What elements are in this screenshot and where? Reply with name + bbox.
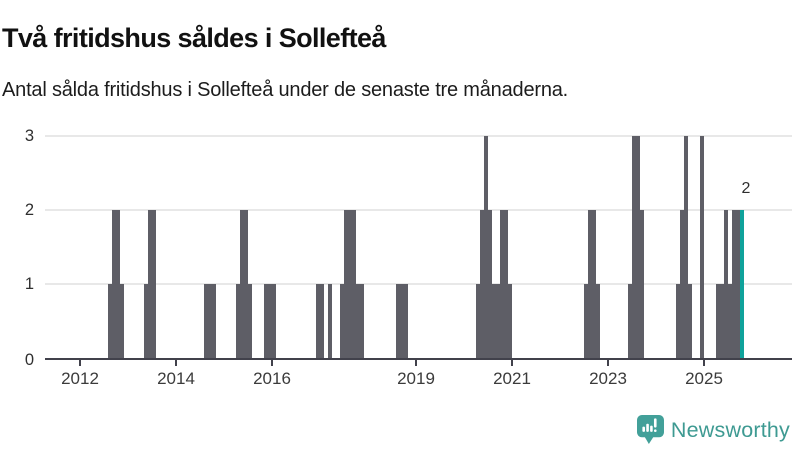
bar — [352, 210, 356, 358]
bar — [636, 136, 640, 358]
bar — [504, 210, 508, 358]
x-axis-label: 2025 — [685, 369, 723, 388]
bar — [320, 284, 324, 358]
y-axis-label: 3 — [24, 127, 34, 145]
y-axis-label: 2 — [24, 201, 34, 219]
bar — [640, 210, 644, 358]
bar — [480, 210, 484, 358]
bar — [240, 210, 244, 358]
chart-subtitle: Antal sålda fritidshus i Sollefteå under… — [2, 79, 569, 101]
newsworthy-logo[interactable]: Newsworthy — [636, 413, 790, 447]
bar — [680, 210, 684, 358]
bar — [488, 210, 492, 358]
bar — [684, 136, 688, 358]
bar — [400, 284, 404, 358]
newsworthy-wordmark: Newsworthy — [670, 417, 790, 442]
bar — [112, 210, 116, 358]
bar — [492, 284, 496, 358]
x-axis-tick — [607, 360, 609, 366]
gridline — [45, 135, 792, 137]
bar — [236, 284, 240, 358]
newsworthy-logo-icon — [636, 415, 664, 445]
x-axis-label: 2012 — [61, 369, 99, 388]
x-axis-tick — [271, 360, 273, 366]
bar — [700, 136, 704, 358]
bar — [584, 284, 588, 358]
bar — [676, 284, 680, 358]
bar — [484, 136, 488, 358]
bar — [500, 210, 504, 358]
bar — [344, 210, 348, 358]
bar — [716, 284, 720, 358]
latest-value-label: 2 — [741, 180, 751, 197]
x-axis-label: 2021 — [493, 369, 531, 388]
bar — [588, 210, 592, 358]
bar — [152, 210, 156, 358]
x-axis-label: 2023 — [589, 369, 627, 388]
x-axis-tick — [511, 360, 513, 366]
bar — [272, 284, 276, 358]
x-axis-tick — [79, 360, 81, 366]
bar — [476, 284, 480, 358]
bar — [728, 284, 732, 358]
bar — [340, 284, 344, 358]
bar — [360, 284, 364, 358]
gridline — [45, 209, 792, 211]
bar — [248, 284, 252, 358]
y-axis-label: 0 — [24, 351, 34, 369]
bar — [348, 210, 352, 358]
bar — [732, 210, 736, 358]
bar — [108, 284, 112, 358]
bar — [212, 284, 216, 358]
y-axis-label: 1 — [24, 275, 34, 293]
bar — [404, 284, 408, 358]
x-axis-line — [45, 358, 792, 360]
x-axis-label: 2014 — [157, 369, 195, 388]
bar — [592, 210, 596, 358]
bar — [316, 284, 320, 358]
x-axis-label: 2016 — [253, 369, 291, 388]
bar — [632, 136, 636, 358]
bar — [720, 284, 724, 358]
bar — [628, 284, 632, 358]
gridline — [45, 283, 792, 285]
bar — [148, 210, 152, 358]
x-axis-tick — [175, 360, 177, 366]
bar — [204, 284, 208, 358]
bar-highlighted — [740, 210, 744, 358]
bar — [244, 210, 248, 358]
bar — [356, 284, 360, 358]
bar — [736, 210, 740, 358]
x-axis-label: 2019 — [397, 369, 435, 388]
bar — [208, 284, 212, 358]
bar — [264, 284, 268, 358]
bar — [144, 284, 148, 358]
bar — [688, 284, 692, 358]
bar — [496, 284, 500, 358]
bar — [116, 210, 120, 358]
bar — [508, 284, 512, 358]
bar — [120, 284, 124, 358]
bar — [328, 284, 332, 358]
x-axis-tick — [703, 360, 705, 366]
bar — [596, 284, 600, 358]
x-axis-tick — [415, 360, 417, 366]
chart-title: Två fritidshus såldes i Sollefteå — [2, 23, 386, 54]
bar — [268, 284, 272, 358]
bar — [724, 210, 728, 358]
bar — [396, 284, 400, 358]
